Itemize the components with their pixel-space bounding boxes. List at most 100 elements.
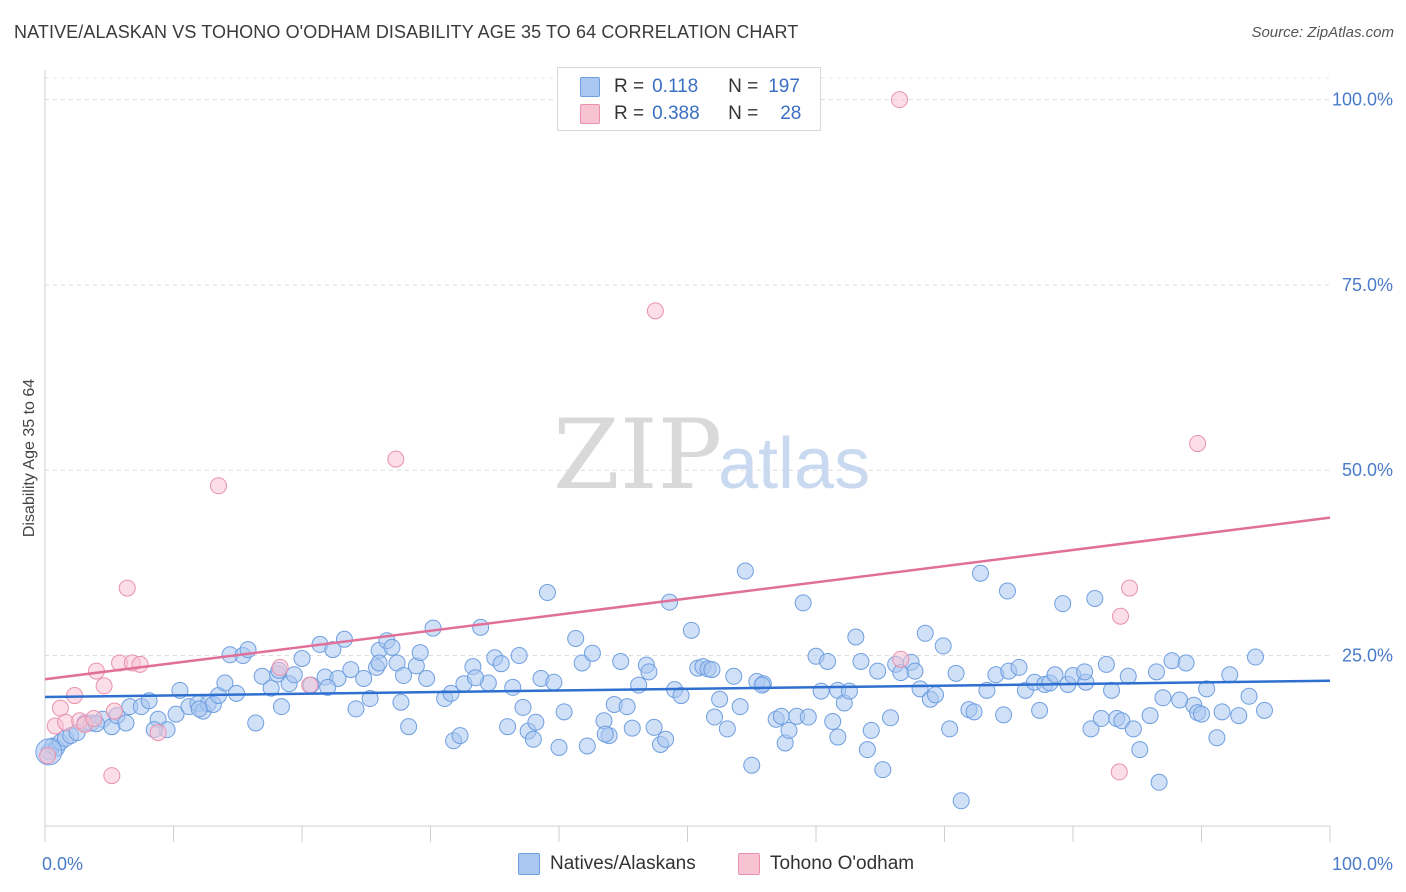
y-tick-label: 50.0%: [1342, 460, 1393, 480]
tohono-point: [39, 747, 57, 765]
natives-point: [645, 718, 663, 736]
natives-point: [743, 756, 761, 774]
natives-point: [527, 713, 545, 731]
natives-point: [596, 725, 614, 743]
tohono-point: [118, 579, 136, 597]
natives-point: [583, 644, 601, 662]
natives-point: [538, 584, 556, 602]
natives-point: [753, 676, 771, 694]
natives-point: [1246, 648, 1264, 666]
natives-point: [847, 628, 865, 646]
natives-point: [578, 737, 596, 755]
natives-point: [780, 721, 798, 739]
natives-point: [711, 690, 729, 708]
natives-point: [1054, 595, 1072, 613]
tohono-point: [57, 713, 75, 731]
watermark-zip: ZIP: [553, 399, 722, 511]
natives-point: [794, 594, 812, 612]
natives-point: [499, 718, 517, 736]
natives-point: [874, 761, 892, 779]
natives-point: [285, 666, 303, 684]
natives-point: [466, 669, 484, 687]
legend-r-value: 0.118: [652, 76, 699, 97]
natives-point: [1163, 652, 1181, 670]
natives-point: [858, 741, 876, 759]
tohono-point: [149, 724, 167, 742]
natives-point: [1148, 663, 1166, 681]
natives-point: [682, 621, 700, 639]
natives-point: [705, 708, 723, 726]
natives-point: [1131, 741, 1149, 759]
natives-point: [335, 630, 353, 648]
tohono-point: [1121, 579, 1139, 597]
natives-point: [618, 698, 636, 716]
natives-point: [383, 638, 401, 656]
natives-point: [361, 690, 379, 708]
natives-point: [1240, 687, 1258, 705]
correlation-legend: R = 0.118 N = 197 R = 0.388 N = 28: [557, 67, 821, 131]
legend-swatch-natives: [580, 77, 600, 97]
natives-point: [1198, 680, 1216, 698]
natives-point: [927, 686, 945, 704]
natives-point: [657, 730, 675, 748]
natives-point: [623, 719, 641, 737]
natives-point: [995, 706, 1013, 724]
natives-point: [492, 655, 510, 673]
y-tick-label: 75.0%: [1342, 275, 1393, 295]
tohono-point: [646, 302, 664, 320]
natives-point: [1124, 720, 1142, 738]
x-tick-label: 100.0%: [1332, 854, 1393, 874]
natives-point: [772, 707, 790, 725]
natives-point: [1177, 654, 1195, 672]
tohono-point: [892, 650, 910, 668]
natives-point: [567, 629, 585, 647]
natives-point: [1046, 666, 1064, 684]
natives-point: [424, 619, 442, 637]
tohono-point: [1112, 607, 1130, 625]
natives-point: [1092, 710, 1110, 728]
natives-point: [952, 792, 970, 810]
natives-point: [272, 698, 290, 716]
natives-point: [411, 644, 429, 662]
natives-point: [262, 679, 280, 697]
natives-point: [550, 738, 568, 756]
natives-point: [640, 663, 658, 681]
natives-point: [819, 652, 837, 670]
natives-point: [799, 708, 817, 726]
natives-point: [1076, 663, 1094, 681]
legend-r-value: 0.388: [652, 103, 700, 124]
legend-r-label: R =: [614, 76, 645, 97]
natives-trend-line: [44, 679, 1331, 699]
bottom-legend-tohono: Tohono O'odham: [738, 853, 914, 875]
tohono-point: [103, 767, 121, 785]
natives-point: [190, 700, 208, 718]
natives-point: [442, 684, 460, 702]
tohono-point: [105, 702, 123, 720]
natives-point: [1086, 589, 1104, 607]
tohono-point: [1189, 435, 1207, 453]
legend-n-label: N =: [728, 76, 759, 97]
natives-point: [1255, 701, 1273, 719]
natives-point: [392, 693, 410, 711]
x-tick-label: 0.0%: [42, 854, 83, 874]
natives-point: [1082, 720, 1100, 738]
tohono-point: [891, 91, 909, 109]
tohono-point: [301, 676, 319, 694]
natives-point: [117, 714, 135, 732]
natives-point: [1208, 729, 1226, 747]
natives-point: [1010, 658, 1028, 676]
natives-point: [216, 674, 234, 692]
natives-point: [319, 678, 337, 696]
natives-point: [612, 652, 630, 670]
natives-point: [1221, 666, 1239, 684]
natives-point: [167, 705, 185, 723]
natives-point: [840, 682, 858, 700]
natives-point: [731, 698, 749, 716]
y-tick-label: 100.0%: [1332, 90, 1393, 110]
tohono-point: [85, 710, 103, 728]
bottom-legend-natives: Natives/Alaskans: [518, 853, 696, 875]
natives-point: [725, 667, 743, 685]
natives-point: [941, 720, 959, 738]
natives-point: [400, 718, 418, 736]
